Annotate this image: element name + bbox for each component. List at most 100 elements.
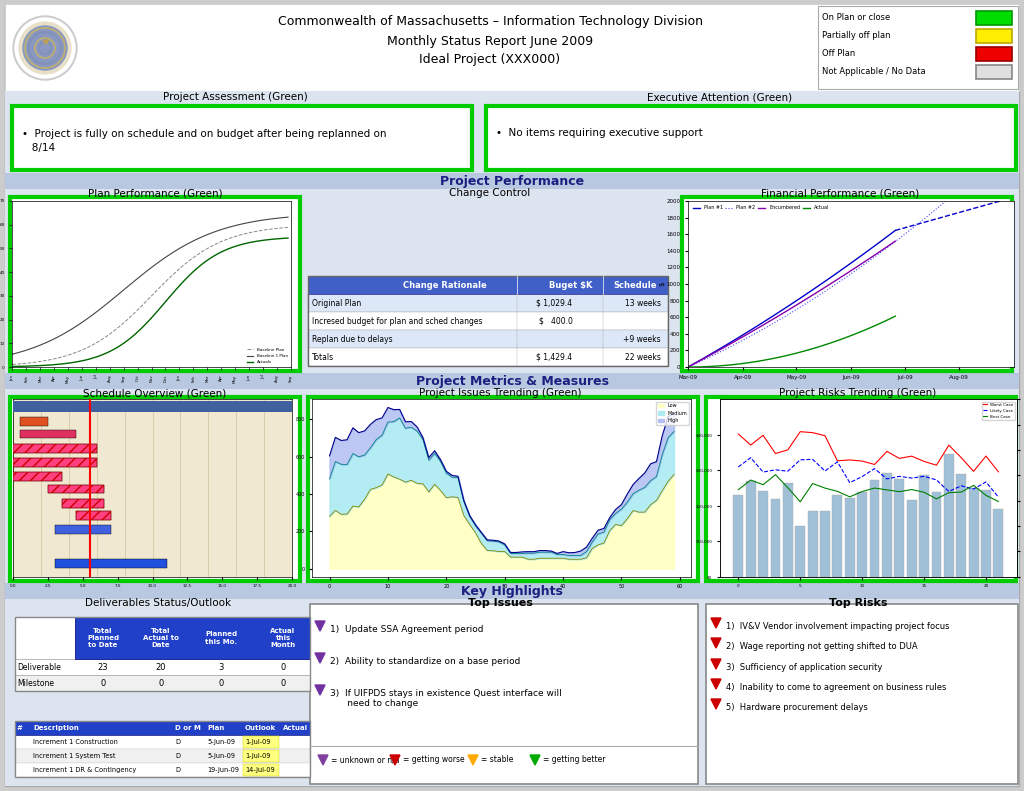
Text: 13 weeks: 13 weeks [625, 298, 660, 308]
Bar [796, 525, 805, 577]
Worst Case [807, 428, 819, 437]
Text: 14-Jul-09: 14-Jul-09 [245, 767, 274, 773]
Likely Case [757, 467, 769, 477]
Text: 5-Jun-09: 5-Jun-09 [207, 739, 234, 745]
Text: = unknown or n/a: = unknown or n/a [331, 755, 399, 764]
Text: 19-Jun-09: 19-Jun-09 [207, 767, 239, 773]
Plan #1 [709, 347, 721, 357]
Bar [976, 11, 1012, 25]
Worst Case [955, 453, 968, 463]
Text: Schedule: Schedule [613, 281, 657, 290]
Actual [768, 354, 780, 363]
Text: Off Plan: Off Plan [822, 48, 855, 58]
Text: Project Assessment (Green): Project Assessment (Green) [163, 92, 307, 102]
Text: Deliverable: Deliverable [17, 663, 60, 672]
Bar [15, 617, 310, 691]
Encumbered [768, 314, 780, 324]
Polygon shape [711, 618, 721, 628]
Text: 0: 0 [281, 663, 286, 672]
Likely Case [968, 484, 980, 494]
Bar [894, 479, 904, 577]
Bar [906, 500, 916, 577]
Actuals [6, 361, 18, 371]
Best Case [893, 487, 905, 497]
Text: Plan: Plan [207, 725, 224, 731]
Text: 22 weeks: 22 weeks [625, 353, 660, 361]
Best Case [794, 497, 806, 506]
Encumbered [682, 362, 694, 372]
Baseline 1 Plan [59, 328, 72, 338]
Text: Description: Description [33, 725, 79, 731]
Text: •  No items requiring executive support: • No items requiring executive support [496, 128, 702, 138]
Text: Planned
this Mo.: Planned this Mo. [205, 631, 238, 645]
Likely Case [905, 473, 918, 483]
Bar [76, 511, 111, 520]
Line: Best Case: Best Case [738, 475, 998, 501]
Circle shape [13, 16, 77, 80]
Bar [845, 498, 855, 577]
Bar [857, 492, 867, 577]
Bar [15, 659, 310, 675]
Best Case [831, 486, 844, 496]
Best Case [931, 494, 943, 504]
Plan #2 [850, 266, 862, 275]
Plan #1 [768, 311, 780, 320]
Bar [13, 472, 62, 481]
Best Case [757, 480, 769, 490]
Best Case [968, 481, 980, 490]
Worst Case [992, 467, 1005, 477]
Plan #1 [784, 300, 797, 309]
Text: D or M: D or M [175, 725, 201, 731]
Bar [993, 509, 1004, 577]
Text: Total
Actual to
Date: Total Actual to Date [143, 628, 179, 648]
Text: Project Performance: Project Performance [440, 175, 584, 187]
Bar [783, 483, 793, 577]
Bar [76, 511, 111, 520]
Best Case [807, 479, 819, 488]
Actuals [71, 358, 83, 367]
Worst Case [881, 447, 893, 456]
Bar [15, 763, 310, 777]
Actual [682, 362, 694, 372]
Polygon shape [468, 755, 478, 765]
Actual [709, 361, 721, 371]
Text: D: D [175, 767, 180, 773]
Bar [5, 189, 1019, 373]
Bar [969, 488, 979, 577]
Y-axis label: $: $ [659, 282, 666, 286]
Likely Case [992, 492, 1005, 501]
Circle shape [31, 34, 59, 62]
Text: Increment 1 DR & Contingency: Increment 1 DR & Contingency [33, 767, 136, 773]
Bar [243, 750, 279, 762]
Line: Actual: Actual [688, 316, 895, 367]
Legend: Plan #1, Plan #2, Encumbered, Actual: Plan #1, Plan #2, Encumbered, Actual [690, 203, 831, 212]
Likely Case [794, 455, 806, 464]
Bar [758, 491, 768, 577]
Baseline Plan [282, 223, 294, 233]
Text: 4)  Inability to come to agreement on business rules: 4) Inability to come to agreement on bus… [726, 683, 946, 692]
Bar [13, 458, 97, 467]
Bar [15, 721, 310, 735]
Likely Case [868, 464, 881, 473]
Text: 1)  IV&V Vendor involvement impacting project focus: 1) IV&V Vendor involvement impacting pro… [726, 622, 949, 631]
Bar [243, 736, 279, 748]
Worst Case [794, 427, 806, 437]
Bar [15, 721, 310, 777]
Best Case [769, 470, 781, 479]
Actuals [260, 235, 272, 244]
Actual [784, 350, 797, 359]
Text: #: # [17, 725, 23, 731]
Polygon shape [390, 755, 400, 765]
Text: 23: 23 [97, 663, 109, 672]
Bar [932, 491, 941, 577]
Worst Case [893, 453, 905, 463]
Text: 0: 0 [218, 679, 223, 687]
Plan #1 [889, 225, 901, 235]
Polygon shape [711, 679, 721, 689]
Baseline 1 Plan [260, 215, 272, 225]
Actual [813, 342, 825, 351]
Bar [48, 485, 103, 494]
Text: Top Issues: Top Issues [468, 598, 532, 608]
Likely Case [732, 462, 744, 471]
Line: Actuals: Actuals [12, 238, 288, 366]
